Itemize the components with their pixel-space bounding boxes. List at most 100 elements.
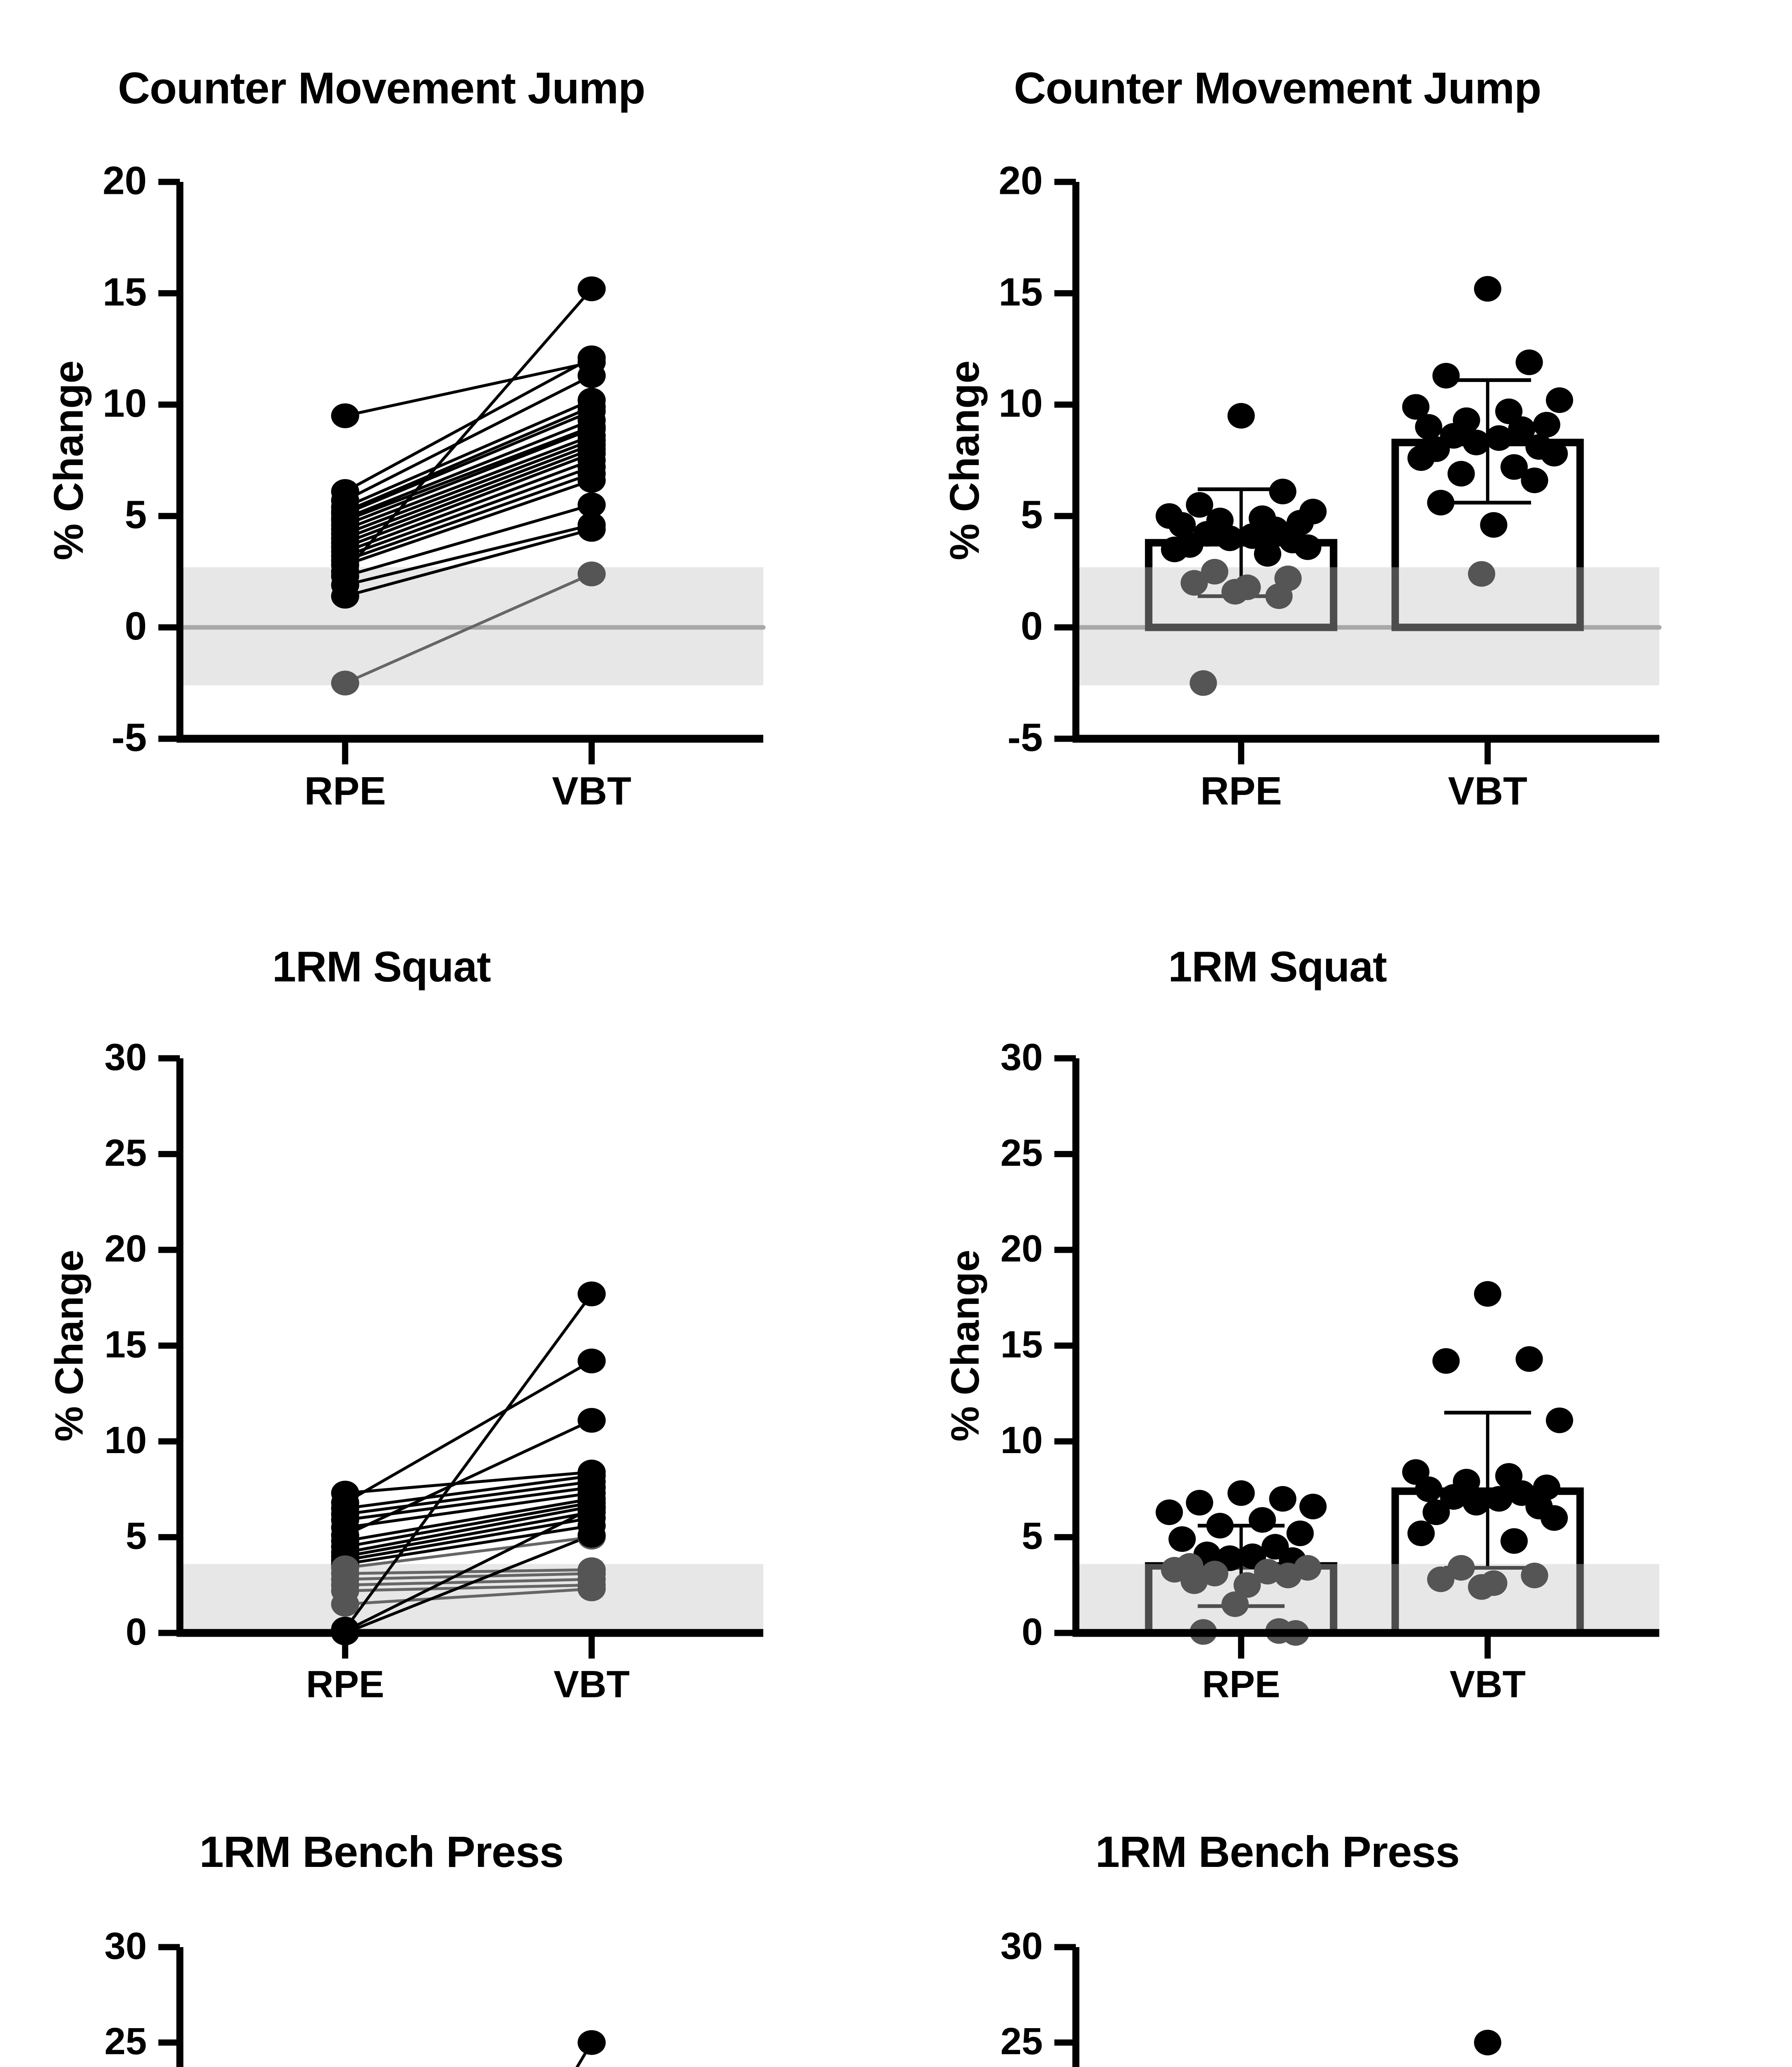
y-tick-label: 20: [999, 158, 1043, 203]
data-point: [1161, 1557, 1188, 1583]
pair-connector: [344, 465, 593, 558]
pair-connector: [344, 288, 593, 573]
data-point: [1254, 541, 1281, 567]
y-tick-label: 5: [125, 493, 147, 537]
data-point: [1227, 403, 1255, 429]
data-point: [1546, 387, 1573, 413]
pair-connector: [345, 1524, 592, 1566]
data-point: [1186, 492, 1214, 518]
data-point: [1286, 1520, 1314, 1547]
y-tick-label: 30: [105, 1925, 147, 1967]
pair-connector: [345, 1480, 592, 1516]
y-tick-label: 25: [1001, 1132, 1043, 1174]
y-tick-label: 10: [999, 381, 1043, 425]
data-point: [1533, 412, 1560, 438]
data-point: [1186, 1489, 1214, 1516]
data-point-vbt: [577, 1576, 606, 1602]
y-tick-label: -5: [112, 715, 147, 759]
pair-connector: [345, 1511, 592, 1558]
panel-title: 1RM Squat: [1168, 943, 1387, 991]
data-point: [1515, 349, 1543, 375]
y-tick-label: 0: [126, 1611, 147, 1653]
pair-connector: [345, 1516, 592, 1562]
data-point: [1201, 1561, 1228, 1587]
y-tick-label: 15: [1001, 1323, 1043, 1365]
pair-connector: [344, 528, 592, 598]
data-point: [1407, 445, 1435, 471]
data-point: [1180, 1568, 1208, 1594]
panel-title: Counter Movement Jump: [1013, 63, 1541, 113]
panel-squat-paired: 1RM Squat 0 5 10 15 20 25 30 RPE VBT % Change: [0, 889, 896, 1757]
y-tick-label: 20: [103, 158, 147, 203]
data-point-rpe: [331, 584, 359, 609]
data-point: [1216, 525, 1244, 551]
x-tick-label-rpe: RPE: [1200, 769, 1282, 813]
data-point: [1239, 523, 1266, 549]
panel-title: Counter Movement Jump: [117, 63, 645, 113]
panel-title: 1RM Bench Press: [199, 1828, 564, 1876]
data-point-vbt: [577, 1496, 606, 1521]
data-point: [1161, 537, 1188, 563]
pair-connector: [344, 472, 593, 562]
data-point: [1462, 1489, 1490, 1516]
data-point: [1269, 478, 1297, 504]
pair-connector: [344, 439, 593, 535]
y-axis-title: % Change: [941, 360, 988, 560]
pair-connector: [345, 1578, 592, 1587]
y-axis-title: % Change: [943, 1250, 987, 1442]
y-tick-label: 10: [1001, 1419, 1043, 1461]
y-tick-label: 10: [105, 1419, 147, 1461]
data-point: [1221, 579, 1249, 605]
y-axis-title: % Change: [47, 1250, 91, 1442]
data-point: [1265, 583, 1293, 609]
data-point: [1248, 1507, 1276, 1533]
data-point-vbt: [577, 1408, 606, 1433]
data-point: [1415, 414, 1443, 440]
data-point: [1521, 467, 1548, 493]
x-tick-label-rpe: RPE: [1202, 1664, 1280, 1706]
pair-connector: [344, 410, 593, 516]
y-tick-label: 0: [1022, 1611, 1043, 1653]
data-point: [1485, 1486, 1513, 1512]
x-tick-label-rpe: RPE: [304, 769, 386, 813]
data-point-vbt: [577, 345, 606, 370]
pair-connector: [344, 479, 593, 567]
data-point: [1254, 1559, 1281, 1585]
pair-connector: [344, 448, 593, 544]
pair-connector: [344, 405, 593, 513]
data-point-vbt: [577, 363, 606, 388]
x-tick-label-vbt: VBT: [1450, 1664, 1526, 1706]
data-point: [1168, 512, 1196, 538]
data-point: [1190, 670, 1217, 696]
pair-connector: [344, 356, 593, 493]
y-tick-label: 15: [999, 270, 1043, 314]
pair-connector: [344, 427, 593, 527]
pair-connector: [345, 1505, 592, 1554]
y-tick-label: 25: [1001, 2020, 1043, 2062]
pair-connector: [345, 1587, 592, 1606]
data-point: [1415, 1476, 1443, 1502]
y-axis-title: % Change: [45, 360, 92, 560]
pair-connector: [345, 1474, 592, 1510]
data-point: [1168, 1526, 1196, 1552]
y-tick-label: 15: [103, 270, 147, 314]
data-point: [1432, 1348, 1460, 1374]
data-point: [1422, 1499, 1450, 1525]
y-tick-label: -5: [1008, 715, 1043, 759]
panel-bench-bar: 1RM Bench Press051015202530RPEVBT% Chang…: [896, 1757, 1792, 2067]
data-point-vbt: [577, 1349, 606, 1374]
data-point: [1474, 1281, 1501, 1307]
data-point-vbt: [577, 1281, 606, 1306]
x-tick-label-rpe: RPE: [306, 1664, 384, 1706]
data-point: [1294, 534, 1321, 560]
pair-connector: [344, 459, 593, 553]
pair-connector: [344, 1360, 593, 1504]
data-point: [1500, 454, 1528, 480]
data-point: [1468, 1574, 1496, 1600]
data-point-vbt: [577, 561, 606, 587]
data-point: [1474, 276, 1501, 302]
data-point-rpe: [331, 671, 359, 696]
data-point: [1540, 1505, 1568, 1531]
pair-connector: [344, 361, 592, 418]
